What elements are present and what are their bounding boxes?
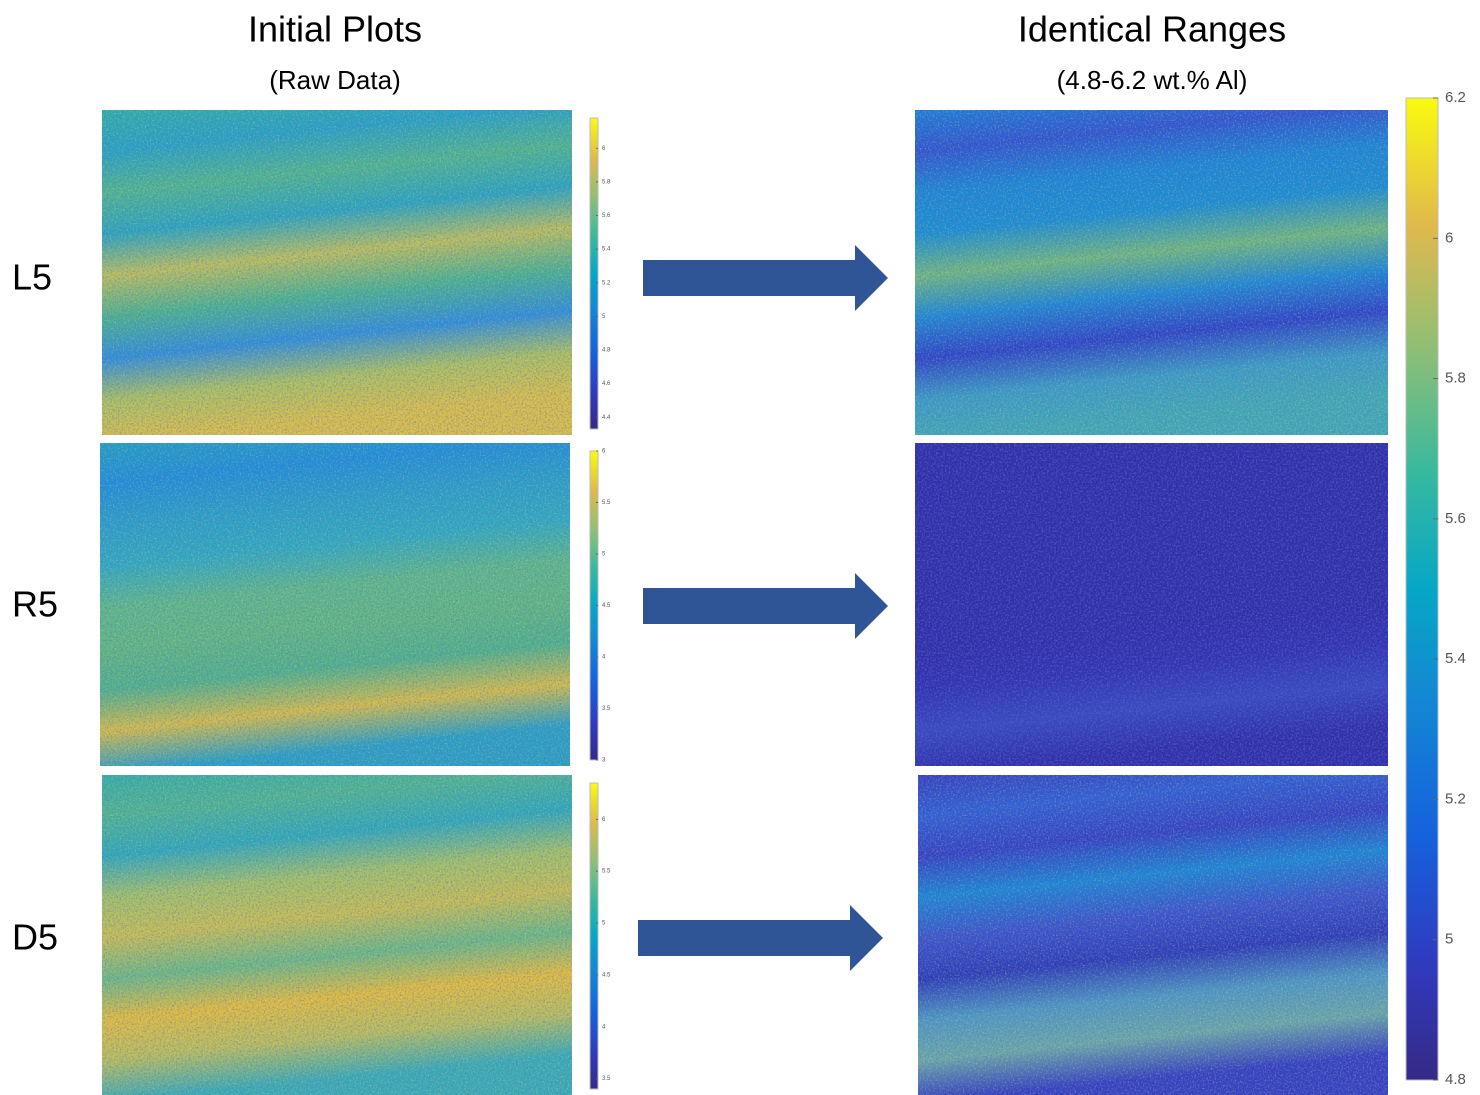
colorbar-tick-label: 5.6 bbox=[602, 213, 611, 219]
arrow bbox=[638, 905, 883, 971]
colorbar-tick-label: 4.5 bbox=[602, 972, 611, 978]
colorbar bbox=[590, 118, 598, 429]
colorbar-tick-label: 4 bbox=[602, 1024, 606, 1030]
arrows bbox=[638, 245, 888, 971]
colorbar-tick-label: 5 bbox=[602, 921, 606, 927]
colorbar-tick-label: 4.5 bbox=[602, 603, 611, 609]
colorbar-tick-label: 6 bbox=[602, 817, 606, 823]
column-subtitle: (Raw Data) bbox=[269, 65, 400, 95]
colorbar-tick-label: 6 bbox=[1445, 229, 1453, 246]
colorbar bbox=[1406, 98, 1438, 1080]
colorbar-tick-label: 5.8 bbox=[1445, 370, 1466, 387]
colorbar-tick-label: 5.2 bbox=[1445, 790, 1466, 807]
colorbar-tick-label: 4.8 bbox=[602, 348, 611, 354]
heatmap-noise bbox=[102, 775, 572, 1095]
colorbar-tick-label: 4.4 bbox=[602, 415, 611, 421]
heatmap-noise bbox=[102, 110, 572, 435]
heatmap-noise bbox=[915, 443, 1388, 766]
colorbar-tick-label: 5 bbox=[1445, 931, 1453, 948]
colorbar-tick-label: 3.5 bbox=[602, 1076, 611, 1082]
arrow bbox=[643, 573, 888, 639]
colorbar-tick-label: 4.8 bbox=[1445, 1071, 1466, 1088]
row-label: L5 bbox=[12, 257, 52, 298]
colorbar-tick-label: 5.2 bbox=[602, 280, 611, 286]
colorbar-tick-label: 5.5 bbox=[602, 869, 611, 875]
colorbar-tick-label: 5 bbox=[602, 552, 606, 558]
colorbar-tick-label: 6 bbox=[602, 449, 606, 455]
colorbar-tick-label: 6 bbox=[602, 146, 606, 152]
heatmap-noise bbox=[915, 110, 1388, 435]
colorbar-tick-label: 4 bbox=[602, 655, 606, 661]
heatmap-noise bbox=[100, 443, 570, 766]
colorbar-tick-label: 5.8 bbox=[602, 179, 611, 185]
figure: Initial Plots (Raw Data) Identical Range… bbox=[0, 0, 1480, 1095]
colorbar bbox=[590, 783, 598, 1089]
column-subtitle: (4.8-6.2 wt.% Al) bbox=[1057, 65, 1248, 95]
colorbar-tick-label: 4.6 bbox=[602, 381, 611, 387]
colorbar-tick-label: 3.5 bbox=[602, 706, 611, 712]
colorbar-tick-label: 5.5 bbox=[602, 500, 611, 506]
row-label: D5 bbox=[12, 917, 58, 958]
column-title: Initial Plots bbox=[248, 9, 422, 50]
arrow bbox=[643, 245, 888, 311]
column-title: Identical Ranges bbox=[1018, 9, 1286, 50]
colorbar-tick-label: 5.4 bbox=[602, 247, 611, 253]
colorbar-tick-label: 3 bbox=[602, 758, 606, 764]
colorbar-tick-label: 5.4 bbox=[1445, 650, 1466, 667]
row-label: R5 bbox=[12, 584, 58, 625]
colorbar-tick-label: 5.6 bbox=[1445, 510, 1466, 527]
heatmap-noise bbox=[918, 775, 1388, 1095]
colorbar-tick-label: 6.2 bbox=[1445, 89, 1466, 106]
colorbar-tick-label: 5 bbox=[602, 314, 606, 320]
